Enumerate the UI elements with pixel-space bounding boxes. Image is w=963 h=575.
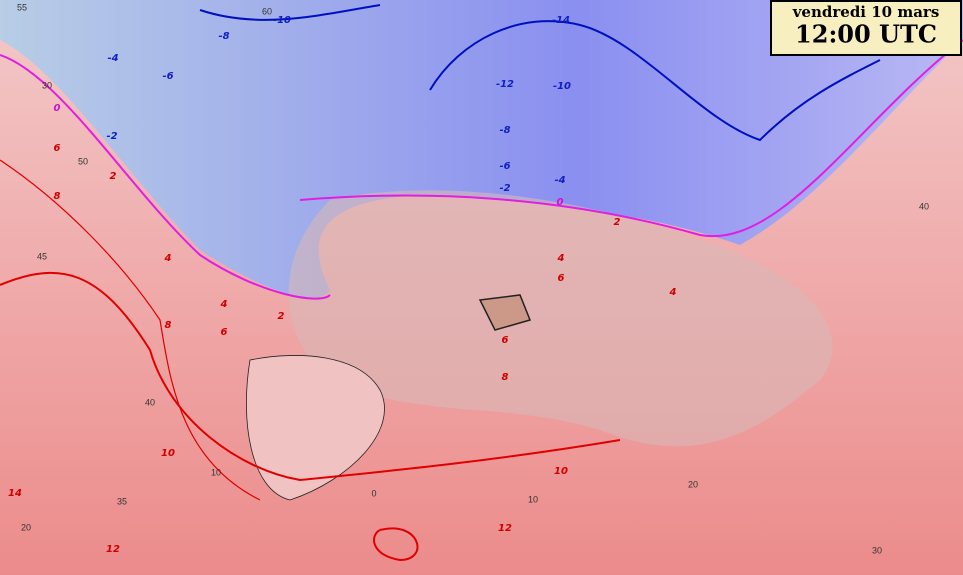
timestamp-box — [770, 0, 962, 56]
isotherm-cold — [199, 4, 381, 21]
grid-label: 40 — [145, 397, 155, 407]
isotherm-label: 2 — [614, 217, 621, 228]
grid-label: 30 — [42, 80, 52, 90]
isotherm-zero — [299, 39, 963, 238]
isotherm-warm — [373, 527, 419, 562]
isotherm-label: -8 — [218, 31, 229, 42]
grid-label: 20 — [21, 522, 31, 532]
switzerland — [478, 294, 532, 331]
isotherm-label: 4 — [164, 253, 172, 264]
isotherm-label: -6 — [162, 71, 173, 82]
isotherm-label: 10 — [161, 448, 175, 459]
isotherm-label: -8 — [499, 125, 510, 136]
continental-land — [288, 190, 833, 447]
isotherm-label: -10 — [273, 15, 291, 26]
grid-label: 35 — [117, 496, 127, 506]
isotherm-label: 8 — [54, 191, 61, 202]
isotherm-label: 2 — [278, 311, 285, 322]
isotherm-label: -6 — [499, 161, 510, 172]
isotherm-label: 6 — [502, 335, 509, 346]
isotherm-warm — [0, 159, 261, 501]
grid-label: 40 — [919, 201, 929, 211]
isotherms — [0, 4, 963, 562]
isotherm-label: 6 — [54, 143, 61, 154]
isotherm-label: 2 — [110, 171, 117, 182]
isotherm-label: 4 — [669, 287, 677, 298]
isotherm-warm — [0, 271, 621, 482]
isotherm-label: 0 — [557, 197, 564, 208]
grid-label: 45 — [37, 251, 47, 261]
grid-label: 20 — [688, 479, 698, 489]
isotherm-label: -12 — [496, 79, 514, 90]
isotherm-label: 12 — [498, 523, 512, 534]
isotherm-label: -4 — [107, 53, 118, 64]
isotherm-label: 4 — [557, 253, 565, 264]
iberia — [246, 355, 385, 501]
grid-label: 0 — [371, 488, 376, 498]
day-label: vendredi 10 mars — [792, 3, 940, 21]
time-label: 12:00 UTC — [795, 20, 937, 49]
isotherm-label: 10 — [554, 466, 568, 477]
isotherm-label: -10 — [553, 81, 571, 92]
grid-label: 10 — [211, 467, 221, 477]
grid-label: 55 — [17, 2, 27, 12]
isotherm-label: 0 — [54, 103, 61, 114]
isotherm-label: -2 — [499, 183, 510, 194]
isotherm-label: 4 — [220, 299, 228, 310]
grid-label: 30 — [872, 545, 882, 555]
grid-label: 10 — [528, 494, 538, 504]
isotherm-label: 6 — [221, 327, 228, 338]
isotherm-label: -2 — [106, 131, 117, 142]
isotherm-label: -4 — [554, 175, 565, 186]
isotherm-label: -14 — [552, 15, 570, 26]
grid-label: 60 — [262, 6, 272, 16]
isotherm-label: 6 — [558, 273, 565, 284]
cold-sector — [0, 0, 963, 298]
isotherm-label: 8 — [502, 372, 509, 383]
isotherm-label: 14 — [8, 488, 22, 499]
grid-label: 50 — [78, 156, 88, 166]
isotherm-label: 12 — [106, 544, 120, 555]
isotherm-cold — [429, 20, 881, 142]
isotherm-zero — [0, 54, 331, 300]
isotherm-label: 8 — [165, 320, 172, 331]
